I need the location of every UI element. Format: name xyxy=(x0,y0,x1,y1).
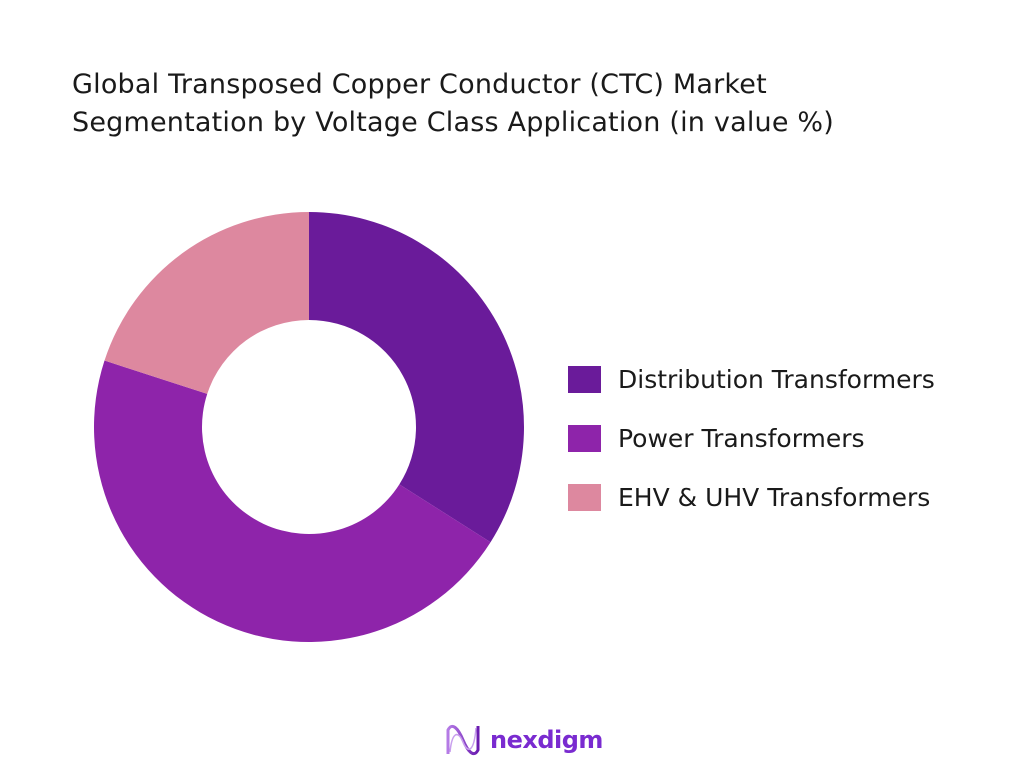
wave-logo-icon xyxy=(446,724,480,756)
logo-text: nexdigm xyxy=(490,726,603,754)
legend-label: EHV & UHV Transformers xyxy=(618,483,931,512)
donut-slice-distribution-transformers xyxy=(309,212,524,543)
chart-title: Global Transposed Copper Conductor (CTC)… xyxy=(72,66,834,142)
legend-item-distribution: Distribution Transformers xyxy=(568,350,935,409)
title-line-1: Global Transposed Copper Conductor (CTC)… xyxy=(72,69,767,100)
legend-item-ehv-uhv: EHV & UHV Transformers xyxy=(568,468,935,527)
legend-swatch xyxy=(568,425,601,452)
legend: Distribution Transformers Power Transfor… xyxy=(568,350,935,527)
nexdigm-logo: nexdigm xyxy=(444,722,603,758)
donut-slice-power-transformers xyxy=(93,360,491,642)
title-line-2: Segmentation by Voltage Class Applicatio… xyxy=(72,107,835,138)
legend-label: Distribution Transformers xyxy=(618,365,935,394)
legend-swatch xyxy=(568,484,601,511)
legend-item-power: Power Transformers xyxy=(568,409,935,468)
legend-swatch xyxy=(568,366,601,393)
legend-label: Power Transformers xyxy=(618,424,865,453)
donut-slice-ehv-uhv-transformers xyxy=(104,212,309,394)
